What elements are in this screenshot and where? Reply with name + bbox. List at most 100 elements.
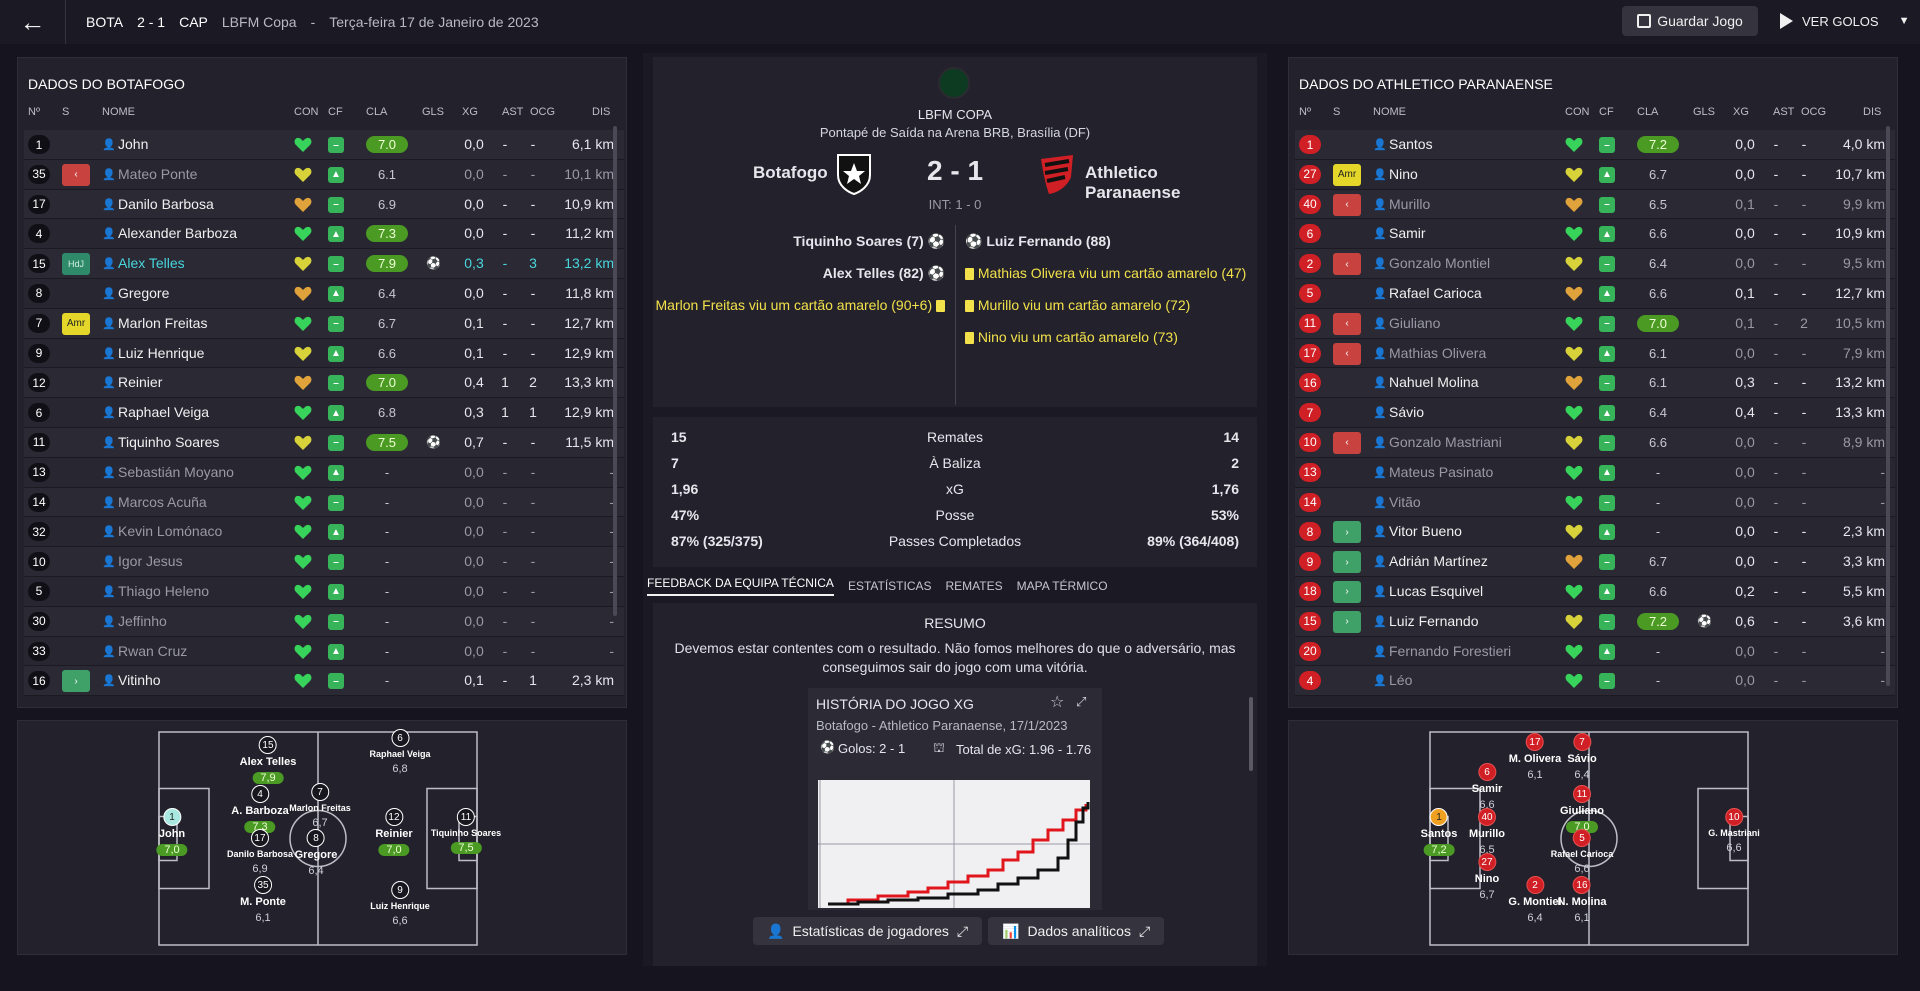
table-row[interactable]: 18 › 👤 Lucas Esquivel ▲ 6.6 0,2 - - 5,5 k…	[1295, 576, 1895, 607]
pitch-player[interactable]: 1 John 7,0	[156, 808, 188, 856]
table-row[interactable]: 33 👤 Rwan Cruz ▲ - 0,0 - - -	[24, 636, 624, 667]
tab-shots[interactable]: REMATES	[945, 579, 1003, 593]
home-team-name[interactable]: Botafogo	[753, 163, 828, 182]
player-name[interactable]: Nahuel Molina	[1389, 374, 1479, 391]
player-name[interactable]: Alex Telles	[118, 255, 185, 272]
scrollbar[interactable]	[1886, 126, 1890, 686]
pitch-player[interactable]: 12 Reinier 7,0	[375, 808, 413, 856]
pitch-player[interactable]: 11 Giuliano 7,0	[1560, 785, 1604, 833]
table-row[interactable]: 35 ‹ 👤 Mateo Ponte ▲ 6.1 0,0 - - 10,1 km	[24, 159, 624, 190]
table-row[interactable]: 7 👤 Sávio ▲ 6.4 0,4 - - 13,3 km	[1295, 398, 1895, 428]
away-team-name[interactable]: Athletico Paranaense	[1085, 163, 1181, 202]
pitch-player[interactable]: 16 N. Molina 6,1	[1558, 876, 1606, 924]
table-row[interactable]: 5 👤 Rafael Carioca ▲ 6.6 0,1 - - 12,7 km	[1295, 278, 1895, 309]
player-name[interactable]: Thiago Heleno	[118, 582, 210, 599]
col-9[interactable]: OCG	[530, 106, 556, 118]
expand-icon[interactable]: ⤢	[1076, 694, 1087, 709]
view-goals-button[interactable]: VER GOLOS ▼	[1770, 6, 1920, 36]
table-row[interactable]: 2 ‹ 👤 Gonzalo Montiel – 6.4 0,0 - - 9,5 k…	[1295, 249, 1895, 279]
col-7[interactable]: XG	[1733, 106, 1749, 118]
pitch-player[interactable]: 8 Gregore 6,4	[295, 829, 337, 877]
pitch-player[interactable]: 27 Nino 6,7	[1471, 853, 1502, 901]
col-0[interactable]: Nº	[28, 106, 40, 118]
player-name[interactable]: Mateo Ponte	[118, 165, 198, 182]
table-row[interactable]: 1 👤 John – 7.0 0,0 - - 6,1 km	[24, 130, 624, 160]
player-name[interactable]: Luiz Henrique	[118, 344, 205, 361]
table-row[interactable]: 13 👤 Sebastián Moyano ▲ - 0,0 - - -	[24, 457, 624, 488]
pitch-player[interactable]: 17 M. Olivera 6,1	[1509, 733, 1561, 781]
table-row[interactable]: 4 👤 Léo – - 0,0 - - -	[1295, 666, 1895, 696]
col-10[interactable]: DIS	[592, 106, 611, 118]
col-3[interactable]: CON	[294, 106, 319, 118]
pitch-player[interactable]: 7 Sávio 6,4	[1566, 733, 1597, 781]
table-row[interactable]: 8 › 👤 Vitor Bueno ▲ - 0,0 - - 2,3 km	[1295, 517, 1895, 548]
player-name[interactable]: Murillo	[1389, 195, 1431, 212]
col-5[interactable]: CLA	[366, 106, 388, 118]
player-name[interactable]: Alexander Barboza	[118, 225, 238, 242]
table-row[interactable]: 17 👤 Danilo Barbosa – 6.9 0,0 - - 10,9 k…	[24, 189, 624, 220]
player-name[interactable]: John	[118, 136, 149, 152]
table-row[interactable]: 4 👤 Alexander Barboza ▲ 7.3 0,0 - - 11,2…	[24, 219, 624, 250]
player-name[interactable]: Samir	[1389, 225, 1426, 242]
col-4[interactable]: CF	[1599, 106, 1614, 118]
home-short[interactable]: BOTA	[86, 14, 124, 30]
pitch-player[interactable]: 6 Samir 6,6	[1471, 763, 1502, 811]
star-icon[interactable]: ☆	[1050, 694, 1065, 711]
player-name[interactable]: Giuliano	[1389, 314, 1441, 331]
player-name[interactable]: Mateus Pasinato	[1389, 463, 1494, 480]
pitch-player[interactable]: 5 Rafael Carioca 6,6	[1551, 829, 1613, 875]
table-row[interactable]: 30 👤 Jeffinho – - 0,0 - - -	[24, 606, 624, 637]
player-name[interactable]: Adrián Martínez	[1389, 553, 1488, 570]
col-8[interactable]: AST	[1773, 106, 1795, 118]
col-2[interactable]: NOME	[102, 106, 135, 118]
col-6[interactable]: GLS	[1693, 106, 1716, 118]
col-7[interactable]: XG	[462, 106, 478, 118]
col-1[interactable]: S	[62, 106, 70, 118]
tab-stats[interactable]: ESTATÍSTICAS	[847, 579, 932, 593]
table-row[interactable]: 11 ‹ 👤 Giuliano – 7.0 0,1 - 2 10,5 km	[1295, 308, 1895, 339]
pitch-player[interactable]: 15 Alex Telles 7,9	[240, 736, 296, 784]
player-name[interactable]: Vitor Bueno	[1389, 523, 1462, 540]
table-row[interactable]: 13 👤 Mateus Pasinato ▲ - 0,0 - - -	[1295, 457, 1895, 488]
col-6[interactable]: GLS	[422, 106, 445, 118]
player-name[interactable]: Igor Jesus	[118, 553, 183, 570]
pitch-player[interactable]: 11 Tiquinho Soares 7,5	[431, 808, 501, 854]
pitch-player[interactable]: 40 Murillo 6,5	[1469, 808, 1505, 856]
player-name[interactable]: Vitão	[1389, 493, 1421, 510]
table-row[interactable]: 10 ‹ 👤 Gonzalo Mastriani – 6.6 0,0 - - 8,…	[1295, 427, 1895, 458]
table-row[interactable]: 32 👤 Kevin Lomónaco ▲ - 0,0 - - -	[24, 517, 624, 548]
player-name[interactable]: Raphael Veiga	[118, 404, 210, 421]
table-row[interactable]: 10 👤 Igor Jesus – - 0,0 - - -	[24, 547, 624, 577]
col-5[interactable]: CLA	[1637, 106, 1659, 118]
col-4[interactable]: CF	[328, 106, 343, 118]
player-name[interactable]: Jeffinho	[118, 612, 167, 629]
pitch-player[interactable]: 9 Luiz Henrique 6,6	[370, 881, 430, 927]
player-name[interactable]: Rafael Carioca	[1389, 284, 1482, 301]
table-row[interactable]: 16 › 👤 Vitinho – - 0,1 - 1 2,3 km	[24, 666, 624, 696]
player-name[interactable]: Reinier	[118, 374, 163, 391]
table-row[interactable]: 17 ‹ 👤 Mathias Olivera ▲ 6.1 0,0 - - 7,9 …	[1295, 338, 1895, 369]
table-row[interactable]: 8 👤 Gregore ▲ 6.4 0,0 - - 11,8 km	[24, 278, 624, 309]
player-name[interactable]: Sebastián Moyano	[118, 463, 234, 480]
player-name[interactable]: Fernando Forestieri	[1389, 642, 1512, 659]
player-name[interactable]: Gonzalo Montiel	[1389, 255, 1491, 272]
player-name[interactable]: Mathias Olivera	[1389, 344, 1487, 361]
tab-feedback[interactable]: FEEDBACK DA EQUIPA TÉCNICA	[647, 576, 834, 596]
table-row[interactable]: 7 Amr 👤 Marlon Freitas – 6.7 0,1 - - 12,7…	[24, 308, 624, 339]
player-name[interactable]: Nino	[1389, 165, 1418, 182]
tab-heatmap[interactable]: MAPA TÉRMICO	[1016, 579, 1108, 593]
back-button[interactable]: ←	[0, 0, 66, 44]
scrollbar[interactable]	[613, 126, 617, 616]
analytics-button[interactable]: 📊 Dados analíticos ⤢	[988, 917, 1165, 945]
player-name[interactable]: Tiquinho Soares	[118, 433, 220, 450]
pitch-player[interactable]: 35 M. Ponte 6,1	[240, 876, 286, 924]
pitch-player[interactable]: 6 Raphael Veiga 6,8	[369, 729, 431, 775]
player-name[interactable]: Vitinho	[118, 672, 161, 689]
player-name[interactable]: Gonzalo Mastriani	[1389, 433, 1502, 450]
table-row[interactable]: 6 👤 Samir ▲ 6.6 0,0 - - 10,9 km	[1295, 219, 1895, 250]
pitch-player[interactable]: 4 A. Barboza 7,3	[231, 785, 289, 833]
player-name[interactable]: Luiz Fernando	[1389, 612, 1479, 629]
pitch-player[interactable]: 17 Danilo Barbosa 6,9	[227, 829, 293, 875]
player-name[interactable]: Marcos Acuña	[118, 493, 207, 510]
col-10[interactable]: DIS	[1863, 106, 1882, 118]
